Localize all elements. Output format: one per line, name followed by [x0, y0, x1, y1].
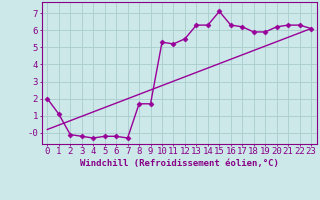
X-axis label: Windchill (Refroidissement éolien,°C): Windchill (Refroidissement éolien,°C)	[80, 159, 279, 168]
